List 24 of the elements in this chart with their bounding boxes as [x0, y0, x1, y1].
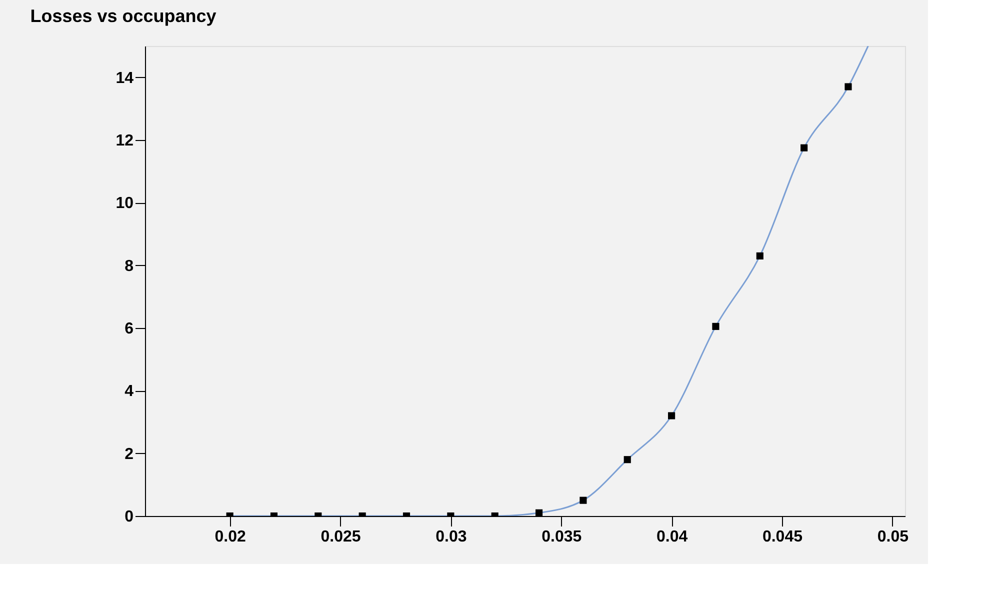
point: [624, 456, 631, 464]
point: [668, 412, 676, 420]
y-tick-label: 0: [124, 508, 134, 526]
x-tick-label: 0.02: [214, 528, 246, 546]
point: [712, 322, 720, 330]
x-tick-label: 0.035: [542, 528, 582, 546]
y-tick-label: 10: [116, 195, 134, 212]
y-tick-label: 8: [124, 258, 134, 275]
x-tick-label: 0.025: [320, 528, 361, 546]
point: [580, 496, 587, 504]
x-tick-label: 0.045: [762, 528, 803, 546]
point: [756, 252, 764, 260]
y-tick-label: 2: [124, 446, 134, 463]
point: [535, 509, 543, 516]
x-tick-label: 0.04: [656, 528, 688, 546]
y-tick-label: 4: [124, 383, 134, 400]
chart-title: Losses vs occupancy: [30, 6, 216, 26]
y-tick-label: 12: [116, 132, 134, 150]
y-tick-label: 6: [124, 320, 134, 338]
x-tick-label: 0.05: [877, 528, 909, 546]
x-tick-label: 0.03: [436, 528, 467, 546]
y-tick-label: 14: [116, 70, 134, 87]
point: [844, 83, 852, 90]
point: [800, 144, 808, 152]
